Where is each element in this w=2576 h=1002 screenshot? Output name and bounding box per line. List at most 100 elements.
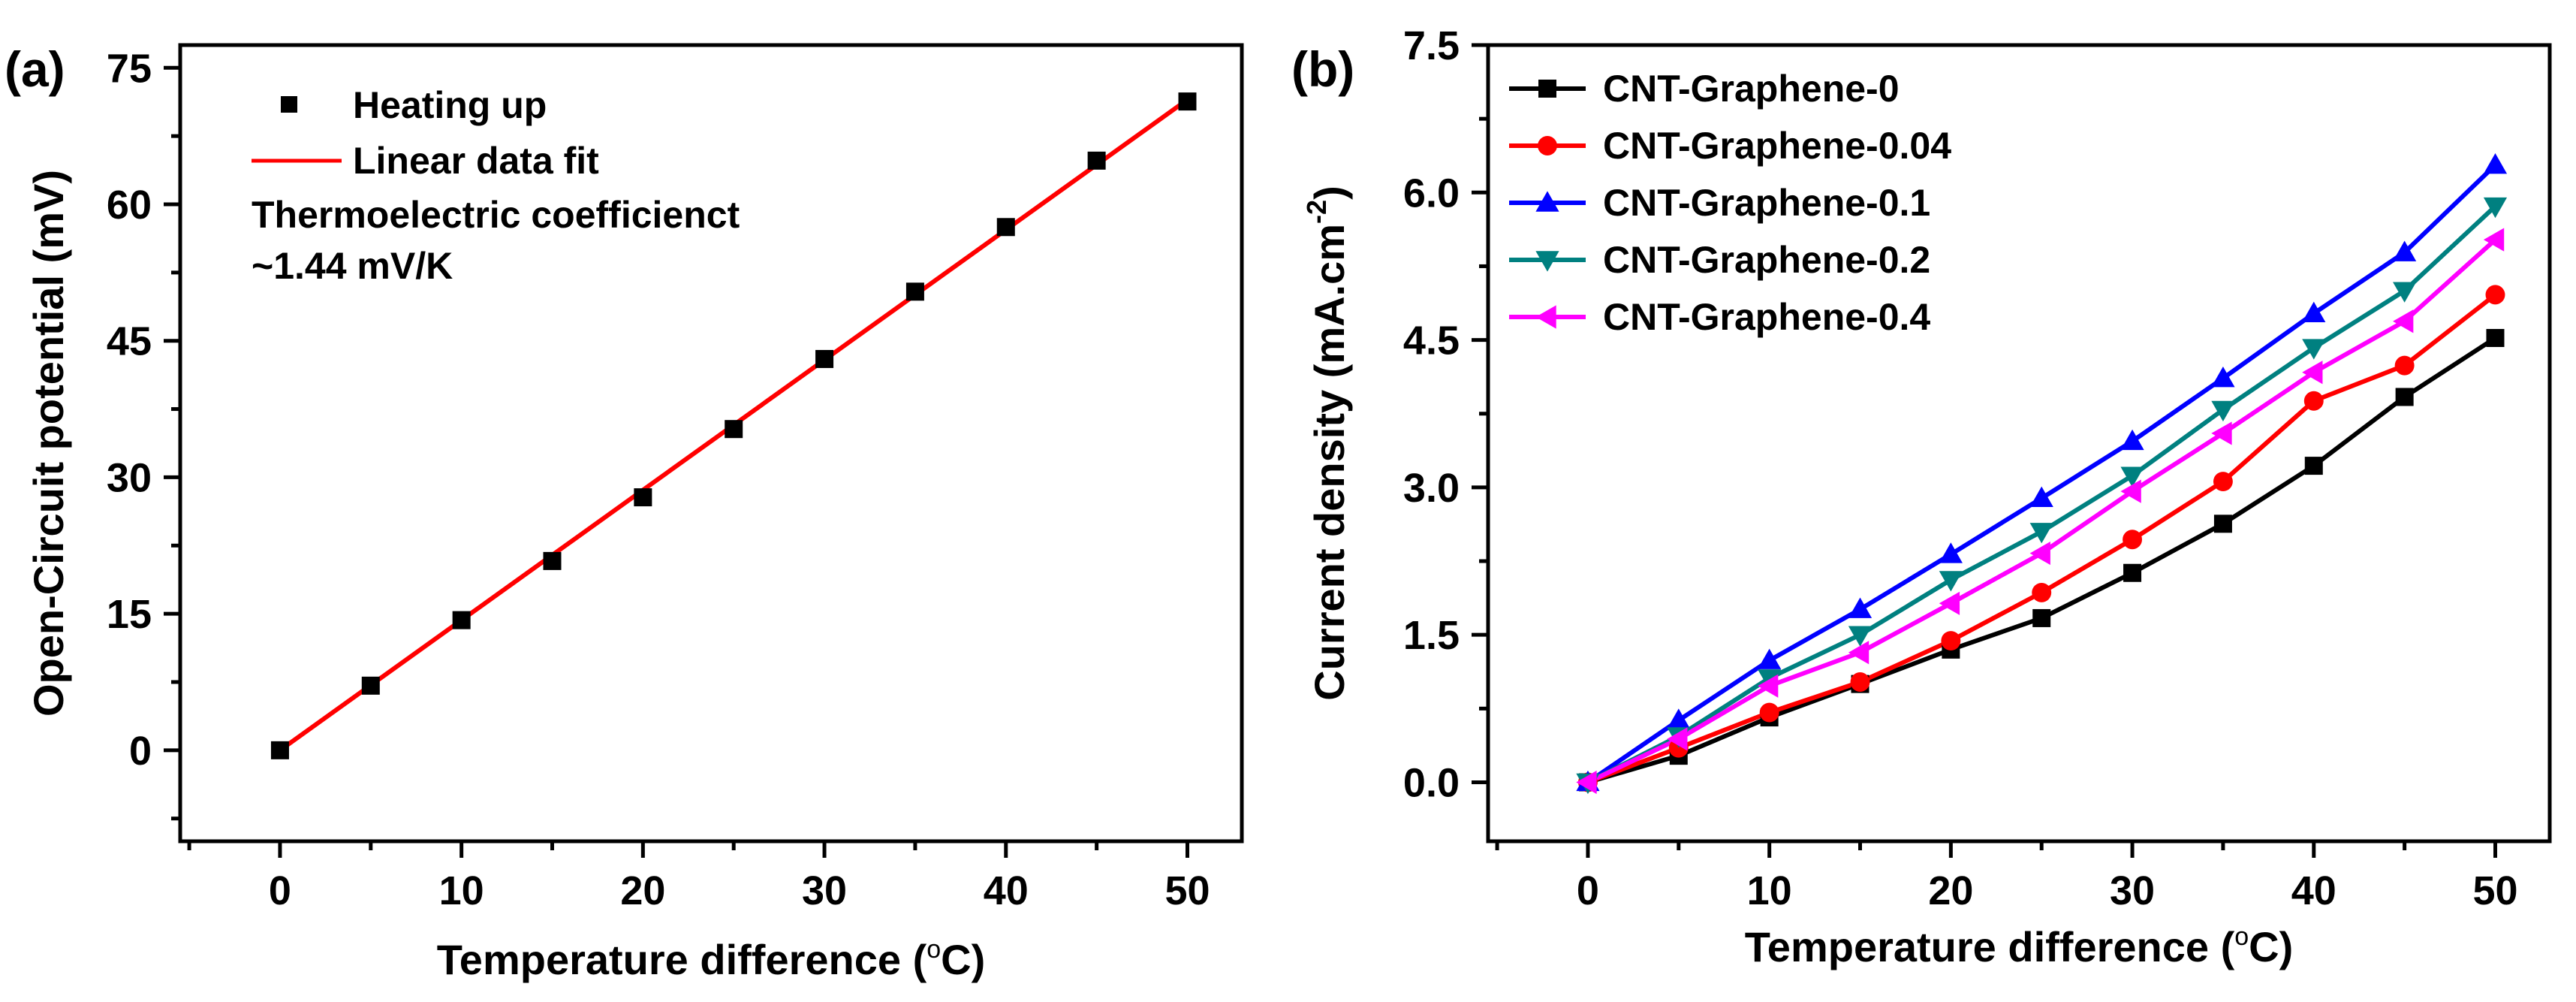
panel-a-y-axis-title: Open-Circuit potential (mV) — [25, 170, 72, 717]
heating-up-point — [361, 676, 380, 695]
panel-a-label: (a) — [5, 41, 65, 97]
x-tick-label: 50 — [1164, 868, 1210, 913]
series-point-cnt-graphene-0-1 — [2393, 240, 2417, 261]
series-point-cnt-graphene-0-2 — [2302, 339, 2326, 360]
annotation-coefficient-title: Thermoelectric coefficienct — [252, 194, 740, 236]
panel-a-y-tick-labels: 0 15 30 45 60 75 — [107, 46, 152, 774]
series-point-cnt-graphene-0-04 — [2303, 391, 2324, 411]
panel-a-x-axis-title: Temperature difference (oC) — [437, 935, 986, 983]
heating-up-point — [996, 218, 1015, 237]
x-tick-label: 0 — [269, 868, 291, 913]
panel-a-ticks — [164, 65, 1189, 858]
series-point-cnt-graphene-0-4 — [2029, 541, 2050, 566]
y-tick-label: 60 — [107, 183, 152, 228]
series-point-cnt-graphene-0-2 — [2211, 400, 2235, 422]
series-point-cnt-graphene-0-4 — [2211, 421, 2232, 445]
panel-a-marks — [270, 92, 1197, 759]
legend-marker-cnt-graphene-0-1 — [1535, 191, 1559, 212]
legend-label-linear-fit: Linear data fit — [353, 140, 599, 182]
series-point-cnt-graphene-0-04 — [2394, 355, 2415, 376]
panel-a: (a) 0 10 20 30 40 50 0 15 30 45 60 75 Heating up L… — [5, 41, 1244, 983]
series-point-cnt-graphene-0-2 — [2393, 282, 2417, 303]
panel-a-plot-frame — [178, 43, 1244, 844]
series-point-cnt-graphene-0-2 — [1848, 626, 1872, 647]
panel-b: (b) 0 10 20 30 40 50 0.0 1.5 3.0 4.5 6.0 7.5 CNT-G… — [1291, 23, 2552, 970]
panel-b-plot-frame — [1486, 43, 2552, 844]
series-point-cnt-graphene-0 — [2486, 328, 2505, 347]
x-tick-label: 30 — [2110, 868, 2155, 913]
y-tick-label: 75 — [107, 46, 152, 91]
series-point-cnt-graphene-0-04 — [1850, 672, 1870, 692]
series-point-cnt-graphene-0-1 — [1848, 597, 1872, 618]
series-point-cnt-graphene-0-04 — [2485, 285, 2505, 305]
legend-label-cnt-graphene-0-1: CNT-Graphene-0.1 — [1603, 182, 1930, 224]
series-point-cnt-graphene-0-2 — [2120, 466, 2144, 487]
legend-marker-heating-up — [281, 96, 297, 113]
legend-marker-cnt-graphene-0-04 — [1538, 136, 1557, 155]
series-point-cnt-graphene-0-4 — [1848, 641, 1869, 665]
panel-b-x-axis-title: Temperature difference (oC) — [1745, 922, 2294, 970]
y-tick-label: 30 — [107, 455, 152, 500]
series-point-cnt-graphene-0-04 — [2123, 530, 2143, 550]
series-point-cnt-graphene-0 — [2123, 563, 2142, 582]
x-tick-label: 20 — [1928, 868, 1973, 913]
series-point-cnt-graphene-0-4 — [1939, 591, 1960, 615]
x-tick-label: 20 — [620, 868, 665, 913]
panel-b-marks — [1576, 153, 2508, 795]
y-tick-label: 4.5 — [1403, 318, 1460, 364]
series-point-cnt-graphene-0-2 — [2029, 523, 2053, 544]
panel-a-x-tick-labels: 0 10 20 30 40 50 — [269, 868, 1210, 913]
x-tick-label: 30 — [802, 868, 847, 913]
panel-b-label: (b) — [1291, 41, 1354, 97]
y-tick-label: 7.5 — [1403, 23, 1460, 68]
legend-label-cnt-graphene-0-04: CNT-Graphene-0.04 — [1603, 125, 1951, 167]
heating-up-point — [725, 420, 743, 439]
series-point-cnt-graphene-0-4 — [1667, 727, 1688, 751]
heating-up-point — [815, 349, 834, 368]
y-tick-label: 45 — [107, 319, 152, 364]
x-tick-label: 50 — [2472, 868, 2517, 913]
series-point-cnt-graphene-0-4 — [1758, 674, 1779, 698]
series-point-cnt-graphene-0-1 — [1939, 542, 1963, 563]
panel-b-x-tick-labels: 0 10 20 30 40 50 — [1577, 868, 2518, 913]
series-point-cnt-graphene-0-1 — [2029, 486, 2053, 507]
annotation-coefficient-value: ~1.44 mV/K — [252, 245, 453, 287]
series-point-cnt-graphene-0-04 — [1759, 702, 1779, 723]
series-point-cnt-graphene-0-1 — [2211, 367, 2235, 388]
series-point-cnt-graphene-0-4 — [1576, 770, 1597, 795]
panel-b-y-tick-labels: 0.0 1.5 3.0 4.5 6.0 7.5 — [1403, 23, 1460, 805]
series-point-cnt-graphene-0 — [2304, 457, 2323, 475]
y-tick-label: 6.0 — [1403, 171, 1460, 216]
series-point-cnt-graphene-0-4 — [2120, 479, 2141, 503]
series-point-cnt-graphene-0-4 — [2302, 361, 2323, 385]
series-point-cnt-graphene-0-2 — [1939, 571, 1963, 592]
legend-label-cnt-graphene-0-4: CNT-Graphene-0.4 — [1603, 296, 1930, 338]
series-point-cnt-graphene-0-4 — [2393, 309, 2414, 333]
heating-up-point — [1178, 92, 1197, 111]
y-tick-label: 15 — [107, 592, 152, 637]
series-point-cnt-graphene-0-1 — [1667, 708, 1691, 729]
y-tick-label: 3.0 — [1403, 466, 1460, 511]
series-point-cnt-graphene-0-04 — [2032, 582, 2052, 602]
series-point-cnt-graphene-0 — [2395, 388, 2414, 406]
series-point-cnt-graphene-0-2 — [2483, 197, 2508, 219]
heating-up-point — [905, 282, 924, 301]
x-tick-label: 0 — [1577, 868, 1599, 913]
series-point-cnt-graphene-0-04 — [1941, 631, 1961, 650]
heating-up-point — [1087, 151, 1106, 170]
legend-marker-cnt-graphene-0-4 — [1535, 305, 1556, 329]
x-tick-label: 40 — [984, 868, 1029, 913]
heating-up-point — [543, 551, 562, 570]
panel-b-ticks — [1472, 43, 2497, 858]
legend-marker-cnt-graphene-0 — [1538, 80, 1556, 98]
series-point-cnt-graphene-0-1 — [2120, 429, 2144, 451]
panel-a-legend: Heating up Linear data fit — [252, 84, 599, 182]
legend-label-cnt-graphene-0-2: CNT-Graphene-0.2 — [1603, 239, 1930, 281]
panel-b-legend: CNT-Graphene-0 CNT-Graphene-0.04 CNT-Graph… — [1509, 68, 1951, 338]
y-tick-label: 0.0 — [1403, 760, 1460, 805]
legend-label-heating-up: Heating up — [353, 84, 547, 126]
heating-up-point — [452, 611, 471, 629]
series-point-cnt-graphene-0-1 — [2302, 301, 2326, 322]
series-point-cnt-graphene-0-4 — [2483, 228, 2505, 252]
